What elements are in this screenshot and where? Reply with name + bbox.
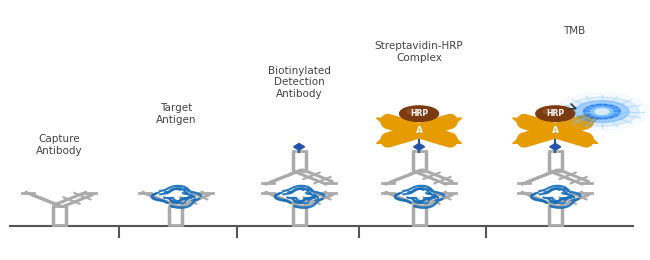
Text: Capture
Antibody: Capture Antibody [36,134,83,156]
Text: Biotinylated
Detection
Antibody: Biotinylated Detection Antibody [268,66,330,99]
Polygon shape [376,138,393,144]
Polygon shape [376,118,393,124]
Text: HRP: HRP [410,109,428,118]
Circle shape [555,93,649,130]
Circle shape [407,109,421,114]
Polygon shape [294,144,305,150]
Circle shape [543,109,556,114]
Text: A: A [552,126,559,135]
Circle shape [536,106,575,121]
Polygon shape [513,138,529,144]
Text: Target
Antigen: Target Antigen [155,103,196,125]
Circle shape [584,104,621,119]
Text: TMB: TMB [563,25,585,36]
Circle shape [595,109,609,114]
Text: HRP: HRP [546,109,564,118]
Circle shape [575,101,629,122]
Polygon shape [550,144,561,150]
Circle shape [591,107,613,116]
Polygon shape [445,138,462,144]
Circle shape [400,106,439,121]
Polygon shape [513,118,529,124]
Polygon shape [445,118,462,124]
Polygon shape [413,144,424,150]
Text: A: A [415,126,423,135]
Polygon shape [582,118,598,124]
Polygon shape [582,138,598,144]
Circle shape [565,97,639,126]
Text: Streptavidin-HRP
Complex: Streptavidin-HRP Complex [375,41,463,63]
